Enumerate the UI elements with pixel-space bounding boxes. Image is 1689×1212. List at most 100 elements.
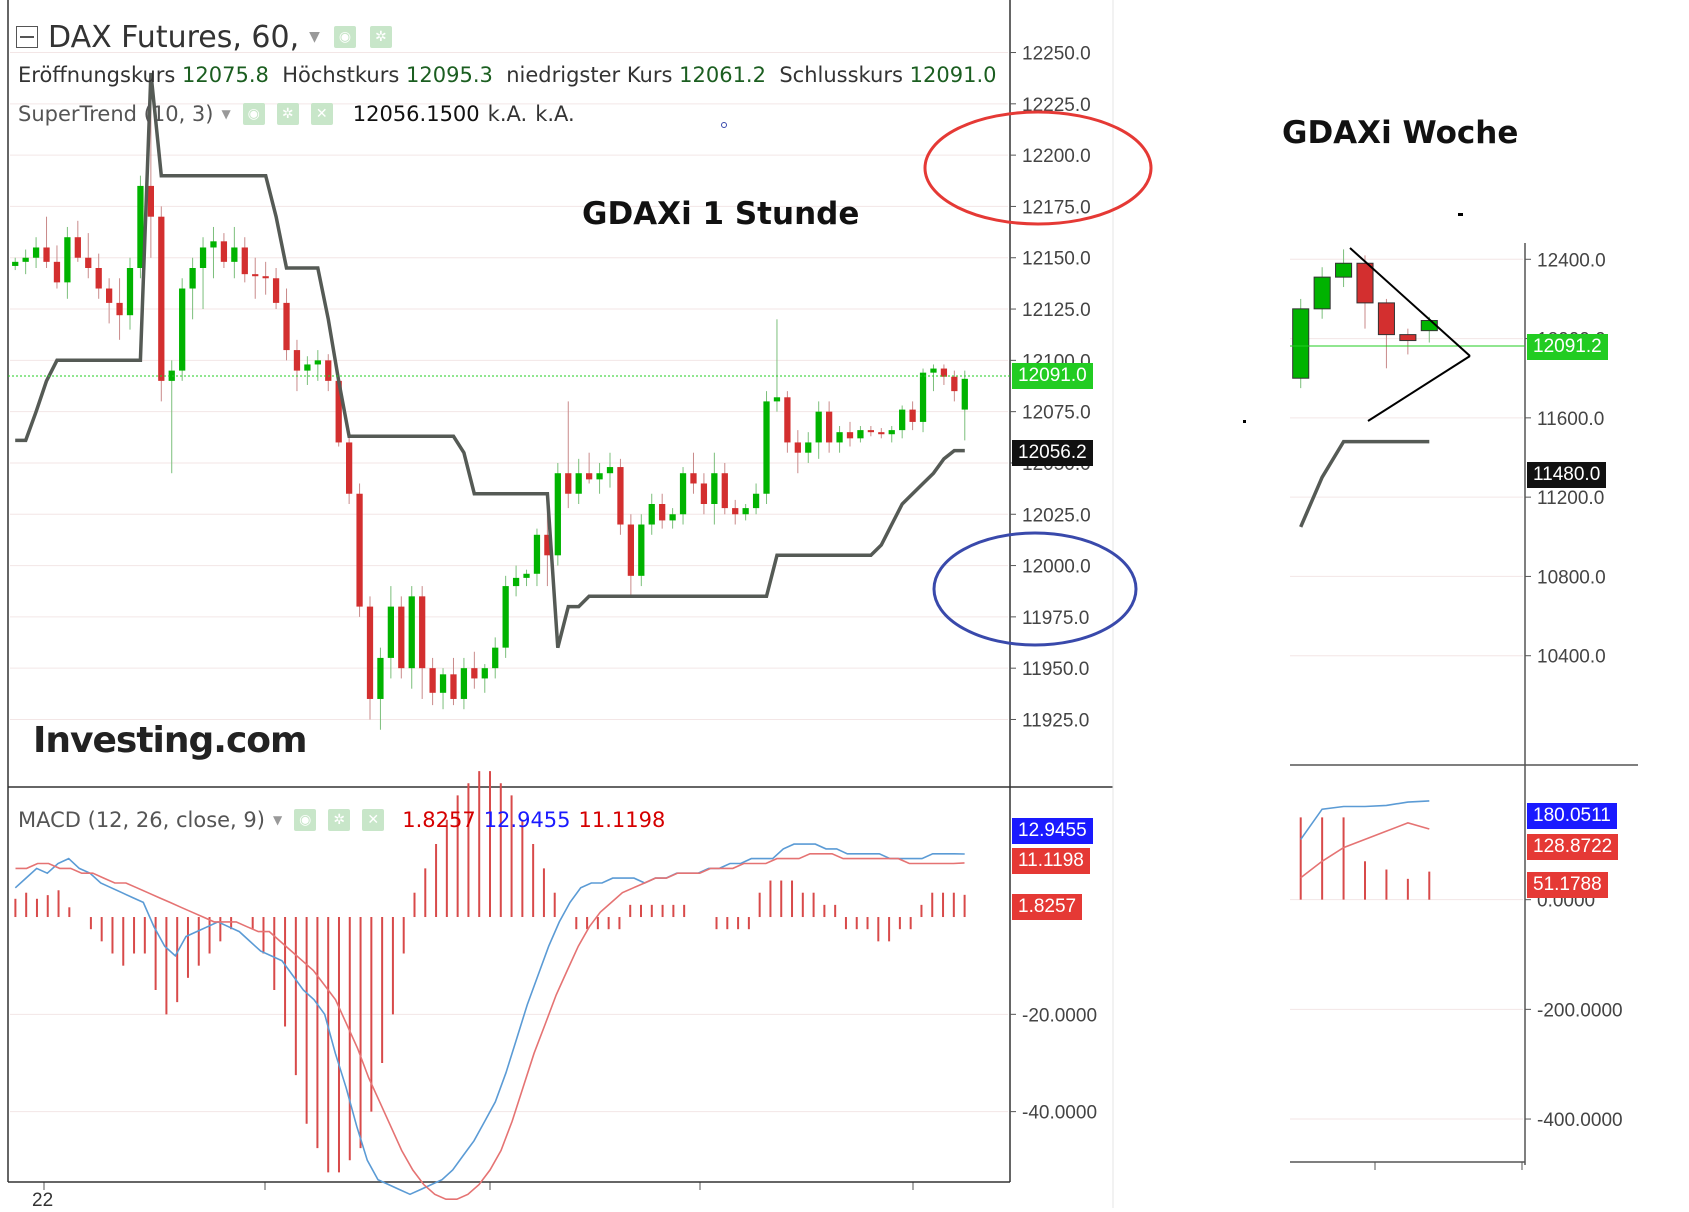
chevron-down-icon[interactable]: ▼: [272, 813, 283, 827]
weekly-chart-title: GDAXi Woche: [1282, 115, 1519, 151]
candle-down: [700, 483, 708, 504]
weekly-supertrend-tag: 11480.0: [1527, 462, 1607, 488]
macd-legend: MACD (12, 26, close, 9) ▼ ◉ ✲ ✕ 1.8257 1…: [18, 808, 665, 832]
weekly-macd-tag: 180.0511: [1527, 803, 1617, 829]
macd-tick-label: -20.0000: [1022, 1005, 1097, 1026]
ohlc-low-label: niedrigster Kurs: [506, 63, 673, 87]
candle-down: [147, 185, 154, 217]
support-circle: [932, 531, 1138, 647]
close-icon[interactable]: ✕: [310, 103, 333, 125]
candle-down: [1377, 302, 1395, 336]
candle-up: [961, 378, 968, 410]
price-tick-label: 11200.0: [1537, 488, 1604, 509]
candle-up: [679, 473, 687, 515]
candle-down: [335, 380, 342, 443]
weekly-hist-tag: 51.1788: [1527, 872, 1608, 898]
gear-icon[interactable]: ✲: [328, 809, 351, 831]
candle-up: [304, 364, 311, 371]
candle-up: [126, 268, 134, 316]
candle-down: [293, 350, 301, 371]
chevron-down-icon[interactable]: ▼: [309, 29, 320, 45]
candle-down: [106, 288, 113, 303]
signal-line: [15, 853, 965, 1200]
close-icon[interactable]: ✕: [362, 809, 385, 831]
candle-down: [346, 442, 353, 494]
dot-marker: [721, 122, 727, 128]
macd-line: [14, 843, 965, 1196]
candle-up: [377, 657, 384, 699]
candle-down: [690, 473, 697, 484]
price-tick-label: 12025.0: [1022, 505, 1091, 526]
weekly-price-ticks: 12400.012000.011600.011200.010800.010400…: [1525, 250, 1606, 668]
supertrend-line: [15, 72, 965, 649]
candle-up: [32, 247, 40, 258]
price-tick-label: 12125.0: [1022, 300, 1091, 321]
candle-down: [565, 473, 572, 494]
eye-icon[interactable]: ◉: [333, 26, 356, 48]
candle-up: [648, 504, 655, 525]
ohlc-close-label: Schlusskurs: [779, 63, 903, 87]
price-tick-label: 11975.0: [1022, 608, 1089, 629]
candle-down: [1399, 334, 1417, 342]
supertrend-line: [1299, 439, 1430, 528]
candle-down: [867, 430, 874, 433]
candle-down: [116, 302, 123, 316]
supertrend-legend: SuperTrend (10, 3) ▼ ◉ ✲ ✕ 12056.1500 k.…: [18, 102, 575, 126]
gear-icon[interactable]: ✲: [369, 26, 392, 48]
price-tick-label: 12250.0: [1022, 44, 1091, 65]
macd-tick-label: -200.0000: [1537, 1000, 1623, 1021]
supertrend-na-2: k.A.: [535, 102, 575, 126]
candle-up: [763, 401, 770, 494]
collapse-icon[interactable]: [16, 26, 38, 48]
candle-down: [878, 432, 885, 435]
candle-down: [846, 432, 854, 439]
candle-up: [888, 430, 895, 435]
eye-icon[interactable]: ◉: [294, 809, 317, 831]
candle-up: [502, 586, 509, 648]
macd-signal-value: 11.1198: [578, 808, 666, 832]
supertrend-na-1: k.A.: [487, 102, 528, 126]
candle-up: [199, 247, 207, 268]
candle-up: [857, 430, 864, 439]
candle-up: [189, 268, 196, 289]
candle-up: [919, 372, 927, 422]
hourly-macd: [14, 771, 966, 1200]
weekly-macd-ticks: 0.0000-200.0000-400.0000: [1525, 891, 1623, 1131]
triangle-lower-line: [1367, 355, 1471, 422]
weekly-signal-tag: 128.8722: [1527, 834, 1619, 860]
macd-label[interactable]: MACD (12, 26, close, 9): [18, 808, 265, 832]
price-tick-label: 11950.0: [1022, 659, 1089, 680]
candle-up: [22, 257, 29, 262]
candle-down: [450, 674, 457, 699]
macd-line: [1300, 800, 1430, 840]
chevron-down-icon[interactable]: ▼: [221, 107, 231, 121]
candle-down: [241, 247, 248, 275]
resistance-circle: [923, 110, 1153, 226]
price-tick-label: 12150.0: [1022, 249, 1091, 270]
candle-down: [325, 360, 332, 381]
eye-icon[interactable]: ◉: [242, 103, 265, 125]
candle-up: [711, 473, 718, 504]
instrument-title[interactable]: DAX Futures, 60,: [48, 19, 300, 55]
hourly-candles: [12, 73, 968, 730]
hourly-supertrend: [15, 72, 965, 649]
candle-down: [272, 278, 280, 303]
hourly-chart-title: GDAXi 1 Stunde: [582, 196, 860, 232]
macd-tick-label: -40.0000: [1022, 1103, 1097, 1124]
hourly-price-ticks: 12250.012225.012200.012175.012150.012125…: [1010, 44, 1091, 731]
candle-down: [43, 247, 50, 262]
candle-down: [951, 376, 958, 392]
candle-down: [471, 668, 478, 679]
price-tick-label: 12400.0: [1537, 250, 1606, 271]
candle-down: [732, 508, 739, 515]
gear-icon[interactable]: ✲: [276, 103, 299, 125]
candle-up: [523, 573, 530, 578]
investing-logo: Investing.com: [33, 720, 308, 761]
candle-down: [659, 504, 666, 521]
candle-up: [314, 360, 321, 365]
supertrend-label[interactable]: SuperTrend (10, 3): [18, 102, 214, 126]
hourly-grid: [10, 52, 1523, 1190]
histogram-tag: 1.8257: [1012, 894, 1083, 920]
candle-down: [252, 274, 259, 277]
candle-down: [95, 268, 102, 289]
